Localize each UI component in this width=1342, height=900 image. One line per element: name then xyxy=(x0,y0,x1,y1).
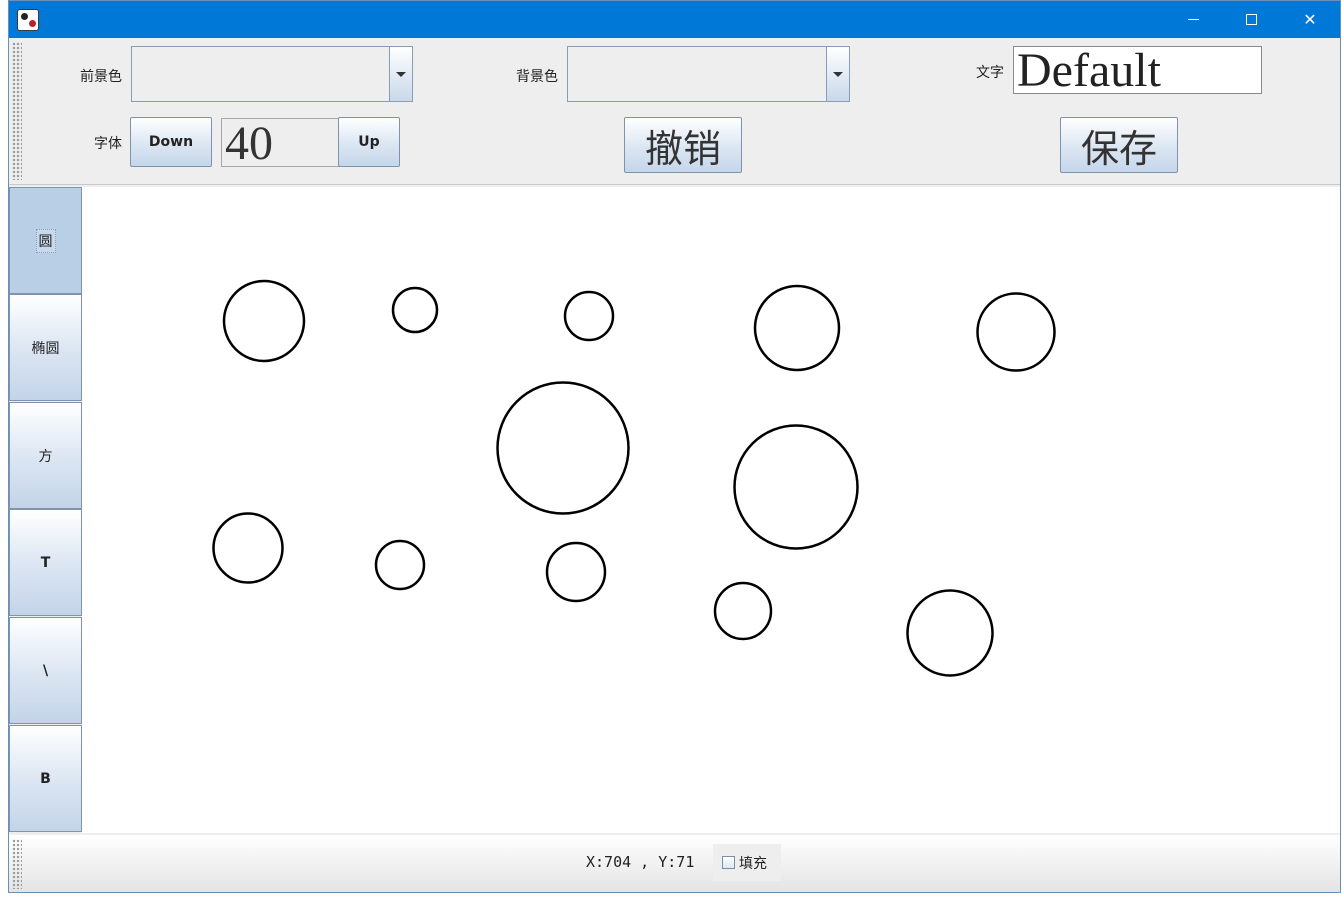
shape-tool-palette: 圆 椭圆 方 T \ B xyxy=(9,187,82,833)
background-color-combobox[interactable] xyxy=(567,46,850,102)
statusbar-grip-handle[interactable] xyxy=(12,839,22,889)
font-label: 字体 xyxy=(94,136,122,152)
foreground-color-dropdown-button[interactable] xyxy=(389,47,412,101)
tool-text-button[interactable]: T xyxy=(9,509,82,616)
tool-square-label: 方 xyxy=(38,448,53,465)
minimize-icon xyxy=(1187,19,1199,20)
background-color-value xyxy=(568,47,826,101)
fill-checkbox-control[interactable]: 填充 xyxy=(713,844,781,881)
chevron-down-icon xyxy=(833,71,843,77)
save-button[interactable]: 保存 xyxy=(1060,117,1178,173)
background-color-dropdown-button[interactable] xyxy=(826,47,849,101)
status-bar: X:704 , Y:71 填充 xyxy=(9,835,1340,892)
foreground-color-label: 前景色 xyxy=(80,69,122,85)
drawn-circle xyxy=(976,292,1056,372)
tool-brush-button[interactable]: B xyxy=(9,725,82,832)
tool-square-button[interactable]: 方 xyxy=(9,402,82,509)
drawn-circle xyxy=(222,279,306,363)
text-input[interactable]: Default xyxy=(1013,46,1262,94)
drawing-canvas[interactable] xyxy=(82,187,1340,833)
close-icon: ✕ xyxy=(1303,10,1317,29)
background-color-label: 背景色 xyxy=(516,69,558,85)
drawn-circle xyxy=(391,286,439,334)
title-bar[interactable]: ✕ xyxy=(9,1,1340,38)
font-size-up-button[interactable]: Up xyxy=(338,117,400,167)
chevron-down-icon xyxy=(396,71,406,77)
close-button[interactable]: ✕ xyxy=(1281,1,1339,38)
tool-circle-button[interactable]: 圆 xyxy=(9,187,82,294)
tool-brush-label: B xyxy=(40,770,51,787)
tool-circle-label: 圆 xyxy=(35,228,56,253)
font-size-down-button[interactable]: Down xyxy=(130,117,212,167)
cursor-coordinates: X:704 , Y:71 xyxy=(586,853,695,871)
toolbar-grip-handle[interactable] xyxy=(12,42,22,180)
tool-line-label: \ xyxy=(42,662,49,679)
drawn-circle xyxy=(753,284,841,372)
text-label: 文字 xyxy=(976,65,1004,81)
tool-text-label: T xyxy=(40,554,51,571)
foreground-color-value xyxy=(132,47,389,101)
drawn-circle xyxy=(733,424,859,550)
maximize-button[interactable] xyxy=(1222,1,1280,38)
drawn-circle xyxy=(212,512,284,584)
drawn-circle xyxy=(713,581,773,641)
undo-button[interactable]: 撤销 xyxy=(624,117,742,173)
drawn-circle xyxy=(374,539,426,591)
app-window: ✕ 前景色 背景色 文字 Default 字体 Down 40 Up 撤销 保存 xyxy=(8,0,1341,893)
fill-checkbox-label: 填充 xyxy=(739,855,767,872)
drawn-circle xyxy=(496,381,630,515)
foreground-color-combobox[interactable] xyxy=(131,46,413,102)
tool-ellipse-label: 椭圆 xyxy=(31,340,60,357)
top-toolbar: 前景色 背景色 文字 Default 字体 Down 40 Up 撤销 保存 xyxy=(9,38,1340,185)
drawing-surface[interactable] xyxy=(82,187,1340,833)
drawn-circle xyxy=(545,541,607,603)
tool-line-button[interactable]: \ xyxy=(9,617,82,724)
tool-ellipse-button[interactable]: 椭圆 xyxy=(9,294,82,401)
drawn-circle xyxy=(563,290,615,342)
minimize-button[interactable] xyxy=(1164,1,1222,38)
drawn-circle xyxy=(906,589,994,677)
app-icon xyxy=(17,9,39,31)
font-size-field[interactable]: 40 xyxy=(221,118,346,167)
maximize-icon xyxy=(1245,14,1257,25)
fill-checkbox[interactable] xyxy=(722,856,735,869)
